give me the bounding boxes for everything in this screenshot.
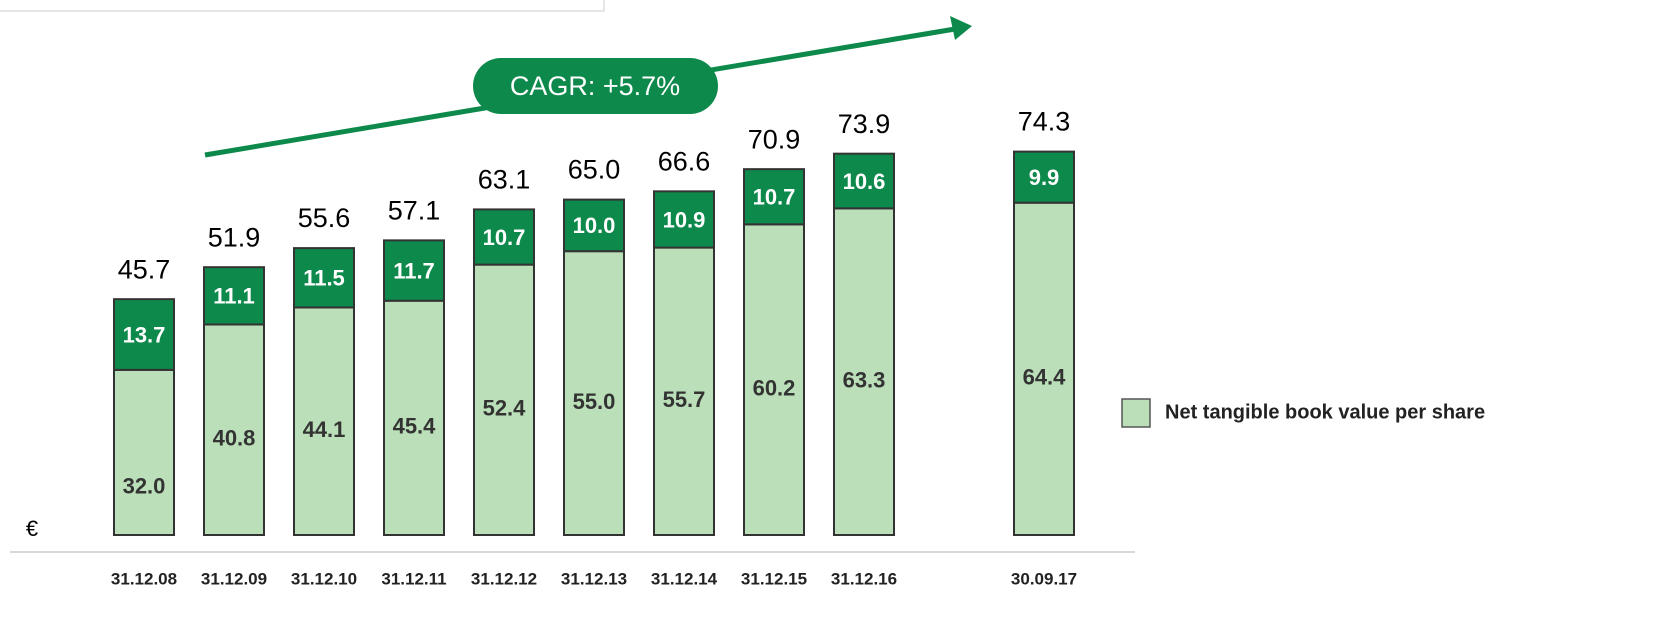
cagr-label: CAGR: +5.7% <box>510 71 680 101</box>
bar-segment <box>1013 150 1075 204</box>
segment-label: 11.5 <box>303 266 345 291</box>
x-tick-label: 31.12.09 <box>201 569 267 588</box>
unit-label: € <box>26 516 38 541</box>
segment-label: 60.2 <box>753 375 796 400</box>
x-tick-label: 31.12.10 <box>291 569 357 588</box>
x-tick-label: 31.12.14 <box>651 569 718 588</box>
total-label: 70.9 <box>748 124 801 154</box>
x-tick-label: 31.12.15 <box>741 569 807 588</box>
bar-segment <box>563 250 625 536</box>
bar-segment <box>293 247 355 309</box>
segment-label: 11.7 <box>393 258 435 283</box>
bar-segment <box>833 152 895 210</box>
bar-segment <box>653 190 715 249</box>
segment-label: 52.4 <box>483 396 527 421</box>
segment-label: 45.4 <box>393 414 437 439</box>
bar-segment <box>383 239 445 302</box>
segment-label: 11.1 <box>213 284 255 309</box>
total-label: 65.0 <box>568 155 621 185</box>
total-label: 63.1 <box>478 165 531 195</box>
segment-label: 55.0 <box>573 389 616 414</box>
total-label: 55.6 <box>298 203 351 233</box>
segment-label: 40.8 <box>213 426 256 451</box>
segment-label: 9.9 <box>1029 165 1060 190</box>
cagr-pill <box>473 58 718 114</box>
x-tick-label: 31.12.12 <box>471 569 537 588</box>
segment-label: 13.7 <box>123 322 166 347</box>
bar-segment <box>563 198 625 253</box>
legend-swatch <box>1121 398 1151 428</box>
bar-segment <box>203 266 265 326</box>
segment-label: 64.4 <box>1023 365 1067 390</box>
legend-label: Net tangible book value per share <box>1165 401 1485 423</box>
segment-label: 32.0 <box>123 473 166 498</box>
total-label: 73.9 <box>838 109 891 139</box>
bar-segment <box>743 223 805 536</box>
bar-segment <box>473 208 535 266</box>
bar-segment <box>1013 201 1075 536</box>
segment-label: 55.7 <box>663 387 706 412</box>
x-tick-label: 31.12.16 <box>831 569 897 588</box>
bar-segment <box>383 299 445 536</box>
bar-segment <box>653 246 715 536</box>
bar-segment <box>113 298 175 371</box>
x-tick-label: 31.12.08 <box>111 569 177 588</box>
bar-segment <box>743 168 805 226</box>
segment-label: 10.6 <box>843 169 886 194</box>
segment-label: 44.1 <box>303 417 346 442</box>
total-label: 66.6 <box>658 146 711 176</box>
x-tick-label: 31.12.13 <box>561 569 627 588</box>
total-label: 57.1 <box>388 195 441 225</box>
total-label: 74.3 <box>1018 107 1071 137</box>
segment-label: 10.0 <box>573 213 616 238</box>
total-label: 51.9 <box>208 222 261 252</box>
segment-label: 63.3 <box>843 367 886 392</box>
segment-label: 10.7 <box>483 225 526 250</box>
segment-label: 10.7 <box>753 185 796 210</box>
bar-segment <box>203 323 265 536</box>
bar-segment <box>293 306 355 536</box>
segment-label: 10.9 <box>663 207 706 232</box>
header-box <box>0 0 605 12</box>
bar-segment <box>113 368 175 536</box>
x-tick-label: 31.12.11 <box>381 569 446 588</box>
x-tick-label: 30.09.17 <box>1011 569 1077 588</box>
arrow-head <box>950 16 972 40</box>
total-label: 45.7 <box>118 254 171 284</box>
